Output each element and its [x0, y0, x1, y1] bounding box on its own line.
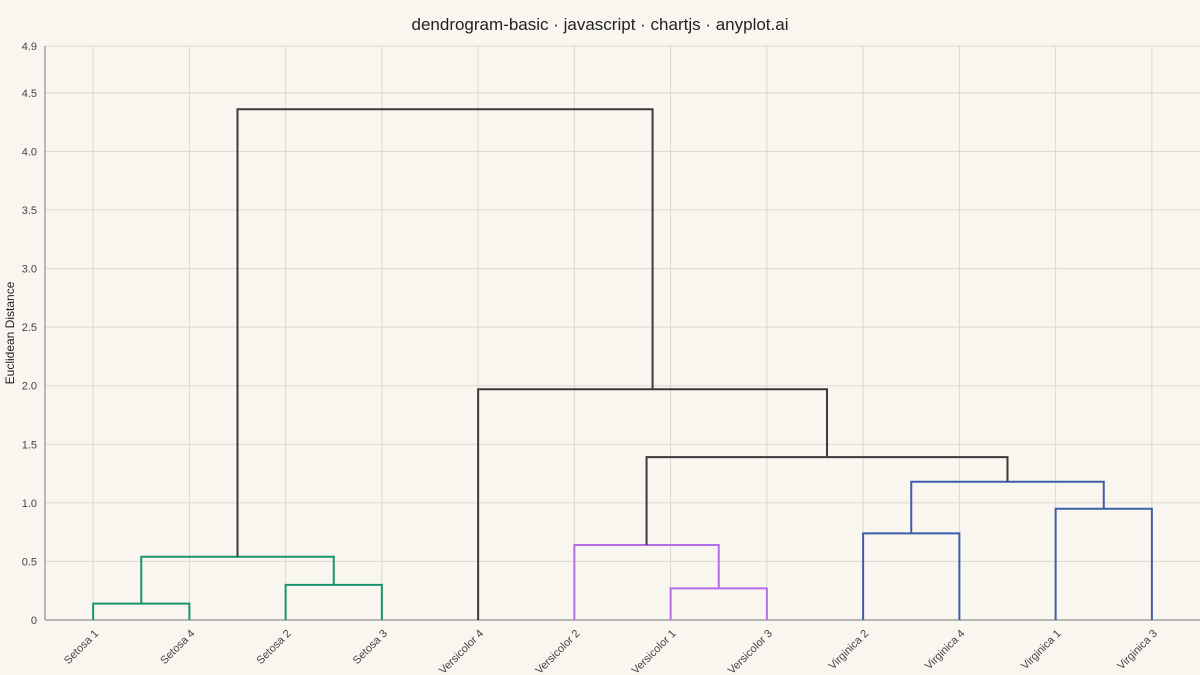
y-tick-label: 4.5 — [22, 88, 37, 100]
y-tick-label: 0 — [31, 615, 37, 627]
x-tick-label: Setosa 3 — [351, 628, 390, 667]
dendrogram-link — [236, 108, 654, 557]
y-tick-label: 2.5 — [22, 322, 37, 334]
x-tick-label: Setosa 2 — [255, 628, 294, 667]
x-tick-label: Virginica 4 — [923, 628, 968, 673]
dendrogram-link — [477, 388, 829, 620]
grid — [45, 45, 1200, 621]
x-tick-label: Virginica 2 — [827, 628, 872, 673]
dendrogram-link — [284, 583, 383, 620]
y-axis-label: Euclidean Distance — [3, 281, 17, 384]
y-tick-label: 4.0 — [22, 146, 37, 158]
y-tick-label: 4.9 — [22, 41, 37, 53]
y-tick-label: 2.0 — [22, 381, 37, 393]
x-tick-label: Versicolor 4 — [437, 628, 486, 675]
dendrogram-link — [910, 480, 1105, 534]
dendrogram-link — [573, 544, 720, 620]
dendrogram-link — [669, 587, 768, 620]
y-tick-label: 3.0 — [22, 264, 37, 276]
x-tick-label: Versicolor 2 — [533, 628, 582, 675]
y-tick-label: 0.5 — [22, 556, 37, 568]
dendrogram-link — [862, 532, 961, 620]
y-tick-label: 1.0 — [22, 498, 37, 510]
x-tick-label: Versicolor 1 — [630, 628, 679, 675]
dendrogram-link — [92, 602, 191, 620]
dendrogram-link — [140, 555, 335, 604]
tick-labels: 0 0.5 1.0 1.5 2.0 2.5 3.0 3.5 4.0 4.5 4.9 Setosa 1 S… — [22, 41, 1160, 675]
x-tick-label: Versicolor 3 — [726, 628, 775, 675]
x-tick-label: Virginica 1 — [1019, 628, 1064, 673]
x-tick-label: Virginica 3 — [1115, 628, 1160, 673]
axes — [44, 46, 1200, 621]
x-tick-label: Setosa 4 — [158, 628, 197, 667]
y-tick-label: 3.5 — [22, 205, 37, 217]
y-tick-label: 1.5 — [22, 439, 37, 451]
dendrogram-links — [92, 108, 1153, 620]
chart-title: dendrogram-basic · javascript · chartjs … — [412, 15, 789, 34]
dendrogram-link — [1054, 507, 1153, 620]
dendrogram-link — [645, 456, 1009, 546]
x-tick-label: Setosa 1 — [62, 628, 101, 667]
